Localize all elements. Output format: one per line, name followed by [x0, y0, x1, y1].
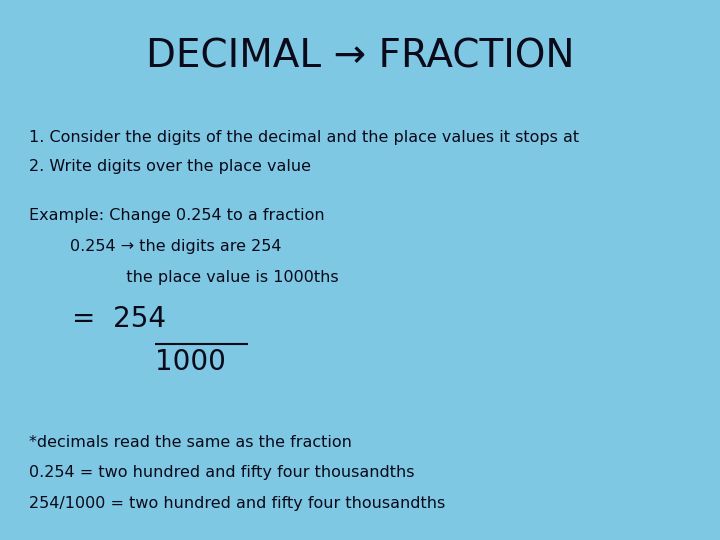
- Text: the place value is 1000ths: the place value is 1000ths: [29, 270, 338, 285]
- Text: DECIMAL → FRACTION: DECIMAL → FRACTION: [145, 38, 575, 76]
- Text: 0.254 = two hundred and fifty four thousandths: 0.254 = two hundred and fifty four thous…: [29, 465, 414, 481]
- Text: 0.254 → the digits are 254: 0.254 → the digits are 254: [29, 239, 282, 254]
- Text: 2. Write digits over the place value: 2. Write digits over the place value: [29, 159, 311, 174]
- Text: *decimals read the same as the fraction: *decimals read the same as the fraction: [29, 435, 351, 450]
- Text: 1000: 1000: [155, 348, 225, 376]
- Text: 254/1000 = two hundred and fifty four thousandths: 254/1000 = two hundred and fifty four th…: [29, 496, 445, 511]
- Text: Example: Change 0.254 to a fraction: Example: Change 0.254 to a fraction: [29, 208, 325, 223]
- Text: =  254: = 254: [72, 305, 166, 333]
- Text: 1. Consider the digits of the decimal and the place values it stops at: 1. Consider the digits of the decimal an…: [29, 130, 579, 145]
